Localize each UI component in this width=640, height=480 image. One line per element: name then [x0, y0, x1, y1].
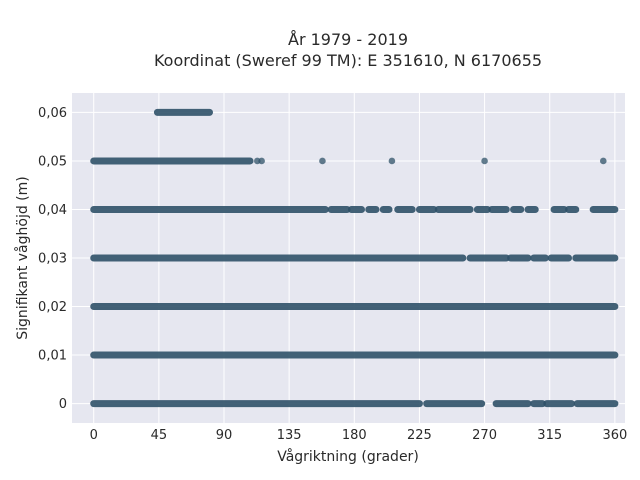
data-point-1	[258, 157, 265, 165]
chart-title-line-1: År 1979 - 2019	[288, 30, 408, 49]
y-tick-label-6: 0,06	[38, 106, 67, 121]
x-tick-label-8: 360	[602, 428, 627, 443]
x-tick-label-7: 315	[537, 428, 562, 443]
x-tick-label-5: 225	[407, 428, 432, 443]
x-tick-label-6: 270	[472, 428, 497, 443]
y-tick-label-0: 0	[59, 397, 67, 412]
y-tick-label-4: 0,04	[38, 203, 67, 218]
x-tick-label-3: 135	[277, 428, 302, 443]
data-bands	[90, 108, 619, 408]
y-tick-label-3: 0,03	[38, 252, 67, 267]
x-tick-label-0: 0	[90, 428, 98, 443]
x-tick-label-1: 45	[151, 428, 168, 443]
data-point-4	[481, 157, 488, 165]
data-point-3	[388, 157, 396, 165]
y-axis-ticks: 0 0,01 0,02 0,03 0,04 0,05 0,06	[38, 106, 67, 412]
y-tick-label-1: 0,01	[38, 349, 67, 364]
data-point-2	[319, 157, 326, 165]
x-axis-title: Vågriktning (grader)	[277, 448, 419, 465]
x-tick-label-4: 180	[342, 428, 367, 443]
y-axis-title: Signifikant våghöjd (m)	[14, 176, 31, 339]
data-points	[253, 157, 607, 165]
x-axis-ticks: 0 45 90 135 180 225 270 315 360	[90, 428, 628, 443]
chart-title-line-2: Koordinat (Sweref 99 TM): E 351610, N 61…	[154, 51, 542, 70]
data-point-5	[599, 157, 607, 165]
y-tick-label-5: 0,05	[38, 154, 67, 169]
y-tick-label-2: 0,02	[38, 300, 67, 315]
x-tick-label-2: 90	[216, 428, 233, 443]
